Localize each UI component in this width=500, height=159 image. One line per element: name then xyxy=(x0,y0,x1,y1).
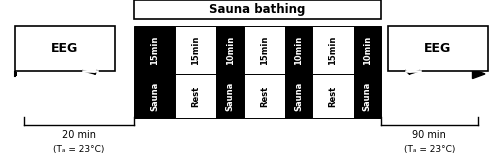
Bar xyxy=(175,26,216,74)
Text: 90 min: 90 min xyxy=(412,130,446,140)
Bar xyxy=(216,74,244,118)
Text: 15min: 15min xyxy=(191,35,200,65)
Bar xyxy=(312,26,354,74)
Text: Rest: Rest xyxy=(191,86,200,107)
Polygon shape xyxy=(83,71,97,74)
Bar xyxy=(216,26,244,74)
Text: 10min: 10min xyxy=(363,35,372,65)
Text: Sauna: Sauna xyxy=(150,82,159,111)
Text: (Tₐ = 23°C): (Tₐ = 23°C) xyxy=(54,145,104,155)
Polygon shape xyxy=(472,69,485,79)
Text: 20 min: 20 min xyxy=(62,130,96,140)
Text: 15min: 15min xyxy=(260,35,269,65)
Text: EEG: EEG xyxy=(424,42,451,55)
Bar xyxy=(175,74,216,118)
Bar xyxy=(134,26,175,74)
Bar xyxy=(354,74,381,118)
Polygon shape xyxy=(406,71,419,74)
Bar xyxy=(312,74,354,118)
Text: (Tₐ = 23°C): (Tₐ = 23°C) xyxy=(404,145,455,155)
Bar xyxy=(134,74,175,118)
Text: 15min: 15min xyxy=(328,35,338,65)
Text: Rest: Rest xyxy=(260,86,269,107)
Bar xyxy=(15,72,477,76)
Bar xyxy=(354,26,381,74)
Text: Rest: Rest xyxy=(328,86,338,107)
Bar xyxy=(244,26,285,74)
Text: 15min: 15min xyxy=(150,35,159,65)
Text: EEG: EEG xyxy=(52,42,78,55)
Bar xyxy=(244,74,285,118)
Bar xyxy=(285,26,312,74)
Text: 10min: 10min xyxy=(226,35,234,65)
Bar xyxy=(285,74,312,118)
Text: 10min: 10min xyxy=(294,35,303,65)
Text: Sauna: Sauna xyxy=(363,82,372,111)
Text: Sauna bathing: Sauna bathing xyxy=(210,3,306,16)
Text: Sauna: Sauna xyxy=(226,82,234,111)
Text: Sauna: Sauna xyxy=(294,82,303,111)
Bar xyxy=(16,72,477,76)
Bar xyxy=(388,26,488,71)
Bar xyxy=(134,0,381,19)
Bar xyxy=(15,26,115,71)
